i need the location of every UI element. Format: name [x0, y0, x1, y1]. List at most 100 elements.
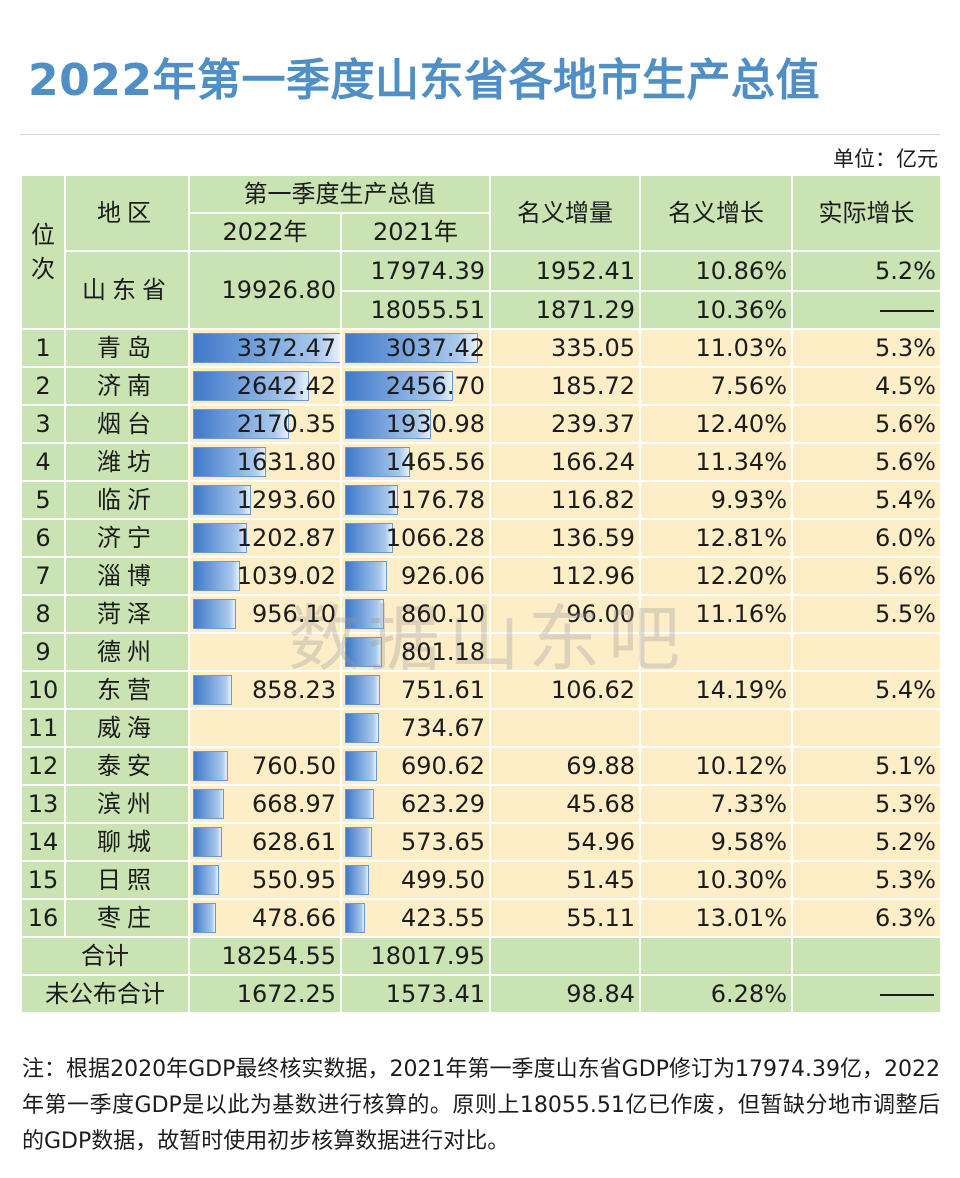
nominal-growth-cell: 12.40% — [639, 404, 793, 444]
city-cell: 济宁 — [64, 518, 190, 558]
increase-cell: 116.82 — [489, 480, 641, 520]
gdp-2022-cell: 3372.47 — [188, 328, 342, 368]
city-name: 聊城 — [97, 828, 157, 856]
city-name: 烟台 — [97, 410, 157, 438]
table-row: 8 菏泽 956.10 860.10 96.00 11.16% 5.5% — [20, 594, 942, 634]
gdp-2022-cell: 760.50 — [188, 746, 342, 786]
bar-2022 — [193, 903, 216, 933]
value-2021: 623.29 — [401, 790, 485, 818]
value-2022: 956.10 — [252, 600, 336, 628]
nominal-growth-cell: 11.03% — [639, 328, 793, 368]
table-row: 2 济南 2642.42 2456.70 185.72 7.56% 4.5% — [20, 366, 942, 406]
value-2021: 926.06 — [401, 562, 485, 590]
nominal-growth-cell: 9.58% — [639, 822, 793, 862]
gdp-2021-cell: 734.67 — [340, 708, 491, 748]
gdp-2021-cell: 623.29 — [340, 784, 491, 824]
table-row: 5 临沂 1293.60 1176.78 116.82 9.93% 5.4% — [20, 480, 942, 520]
value-2021: 1465.56 — [385, 448, 485, 476]
province-nominal-initial: 10.36% — [639, 290, 793, 330]
table-row: 13 滨州 668.97 623.29 45.68 7.33% 5.3% — [20, 784, 942, 824]
bar-2021 — [345, 561, 387, 591]
rank-cell: 15 — [20, 860, 66, 900]
real-growth-cell: 5.3% — [791, 784, 942, 824]
table-row: 15 日照 550.95 499.50 51.45 10.30% 5.3% — [20, 860, 942, 900]
real-growth-cell: 4.5% — [791, 366, 942, 406]
rank-cell: 8 — [20, 594, 66, 634]
city-name: 威海 — [97, 714, 157, 742]
city-cell: 潍坊 — [64, 442, 190, 482]
city-cell: 滨州 — [64, 784, 190, 824]
value-2022: 3372.47 — [236, 334, 336, 362]
gdp-2022-cell: 1039.02 — [188, 556, 342, 596]
increase-cell — [489, 708, 641, 748]
province-nominal-revised: 10.86% — [639, 250, 793, 292]
gdp-2022-cell: 1631.80 — [188, 442, 342, 482]
header-nominal-growth: 名义增长 — [639, 174, 793, 252]
increase-cell: 69.88 — [489, 746, 641, 786]
header-real-growth: 实际增长 — [791, 174, 942, 252]
nominal-growth-cell: 11.16% — [639, 594, 793, 634]
city-cell: 威海 — [64, 708, 190, 748]
gdp-2022-cell: 478.66 — [188, 898, 342, 938]
province-real-growth: 5.2% — [791, 250, 942, 292]
table-row: 6 济宁 1202.87 1066.28 136.59 12.81% 6.0% — [20, 518, 942, 558]
city-name: 济南 — [97, 372, 157, 400]
gdp-2021-cell: 926.06 — [340, 556, 491, 596]
total-increase — [489, 936, 641, 976]
increase-cell: 136.59 — [489, 518, 641, 558]
table-row: 7 淄博 1039.02 926.06 112.96 12.20% 5.6% — [20, 556, 942, 596]
bar-2022 — [193, 523, 247, 553]
city-cell: 淄博 — [64, 556, 190, 596]
increase-cell: 106.62 — [489, 670, 641, 710]
rank-cell: 7 — [20, 556, 66, 596]
gdp-2022-cell — [188, 708, 342, 748]
city-cell: 枣庄 — [64, 898, 190, 938]
table-row: 12 泰安 760.50 690.62 69.88 10.12% 5.1% — [20, 746, 942, 786]
gdp-2022-cell: 2170.35 — [188, 404, 342, 444]
total-gdp-2022: 18254.55 — [188, 936, 342, 976]
rank-cell: 14 — [20, 822, 66, 862]
nominal-growth-cell: 12.81% — [639, 518, 793, 558]
bar-2022 — [193, 371, 309, 401]
gdp-2022-cell: 956.10 — [188, 594, 342, 634]
city-name: 日照 — [97, 866, 157, 894]
gdp-2021-cell: 1930.98 — [340, 404, 491, 444]
unpublished-gdp-2021: 1573.41 — [340, 974, 491, 1014]
city-cell: 泰安 — [64, 746, 190, 786]
bar-2022 — [193, 599, 236, 629]
value-2022: 1202.87 — [236, 524, 336, 552]
city-name: 滨州 — [97, 790, 157, 818]
footnote: 注：根据2020年GDP最终核实数据，2021年第一季度山东省GDP修订为179… — [22, 1057, 940, 1154]
gdp-2022-cell: 2642.42 — [188, 366, 342, 406]
city-name: 淄博 — [97, 562, 157, 590]
nominal-growth-cell: 13.01% — [639, 898, 793, 938]
city-name: 青岛 — [97, 334, 157, 362]
city-name: 济宁 — [97, 524, 157, 552]
city-cell: 聊城 — [64, 822, 190, 862]
gdp-2022-cell: 1202.87 — [188, 518, 342, 558]
rank-cell: 3 — [20, 404, 66, 444]
real-growth-cell: 5.5% — [791, 594, 942, 634]
city-cell: 菏泽 — [64, 594, 190, 634]
value-2021: 423.55 — [401, 904, 485, 932]
header-nominal-increase: 名义增量 — [489, 174, 641, 252]
increase-cell: 335.05 — [489, 328, 641, 368]
city-name: 临沂 — [97, 486, 157, 514]
rank-cell: 11 — [20, 708, 66, 748]
city-cell: 青岛 — [64, 328, 190, 368]
real-growth-cell: 5.1% — [791, 746, 942, 786]
province-real-dash — [791, 290, 942, 330]
bar-2021 — [345, 903, 365, 933]
dash-mark — [880, 310, 934, 312]
city-name: 泰安 — [97, 752, 157, 780]
nominal-growth-cell: 11.34% — [639, 442, 793, 482]
gdp-table: 位次 地区 第一季度生产总值 名义增量 名义增长 实际增长 2022年 2021… — [20, 174, 942, 1014]
value-2021: 1066.28 — [385, 524, 485, 552]
real-growth-cell — [791, 708, 942, 748]
gdp-2021-cell: 690.62 — [340, 746, 491, 786]
table-row: 10 东营 858.23 751.61 106.62 14.19% 5.4% — [20, 670, 942, 710]
real-growth-cell — [791, 632, 942, 672]
rank-cell: 6 — [20, 518, 66, 558]
bar-2022 — [193, 485, 251, 515]
rank-cell: 1 — [20, 328, 66, 368]
